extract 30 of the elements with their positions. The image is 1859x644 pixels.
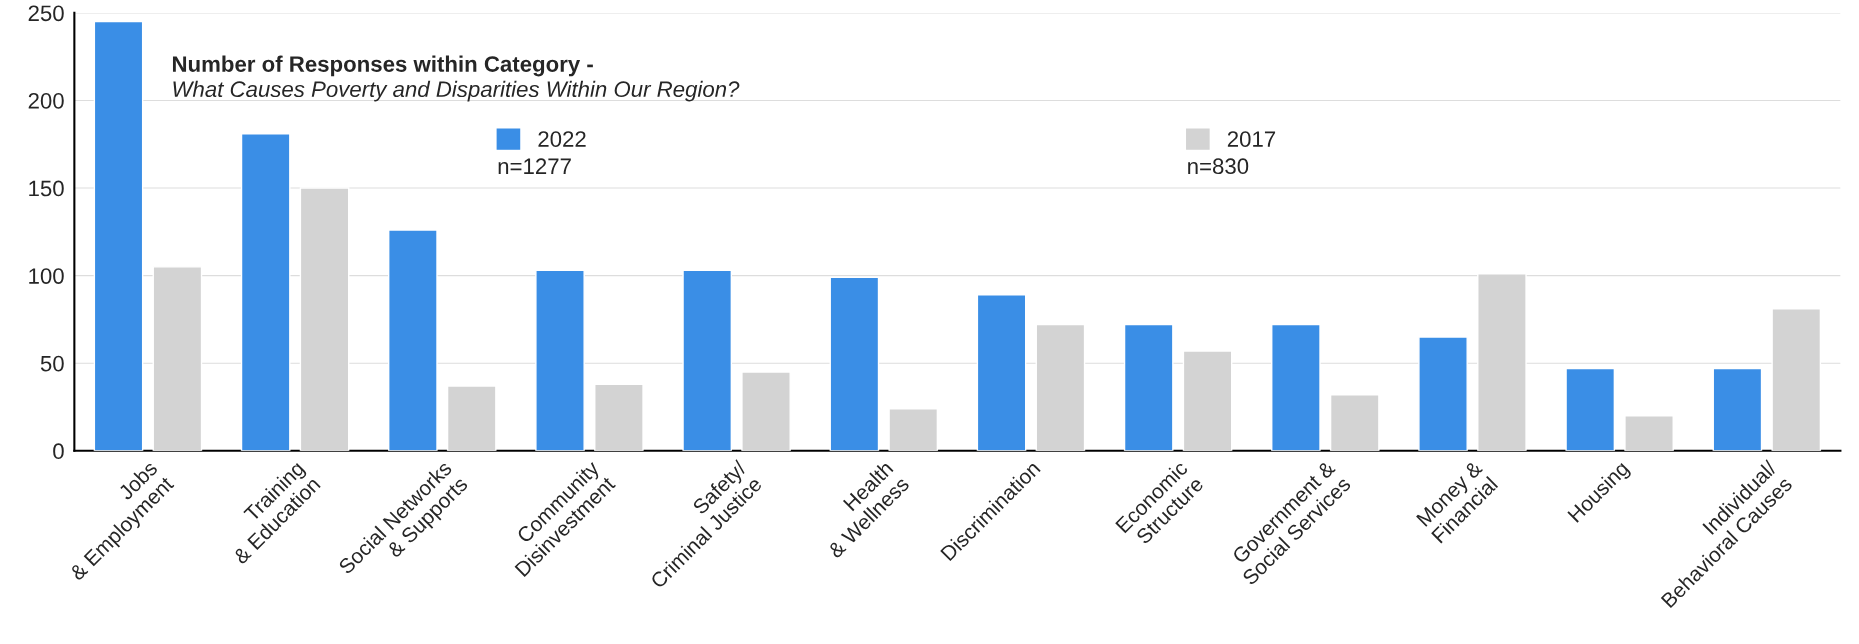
y-tick-label: 250 [28,5,64,22]
y-tick-label: 100 [29,268,64,284]
bar [888,408,939,451]
bar [1712,367,1763,451]
bar [594,383,644,451]
bar [240,133,291,451]
y-tick-label: 200 [28,93,64,109]
bar [1123,323,1174,451]
bar [535,269,585,451]
bar [388,229,438,451]
bar [1418,336,1468,451]
bar [829,276,880,451]
text: What Causes Poverty and Disparities Within Our Region? [173,80,740,102]
bar [741,371,791,451]
text: Number of Responses within Category - [172,55,593,77]
bar [976,294,1027,451]
legend-label: 2017 [1227,131,1276,147]
bar [1565,367,1616,451]
annotation: n=1277 [498,158,571,174]
bar [1271,323,1321,451]
bar [446,385,497,451]
annotation: n=830 [1188,158,1249,175]
bar [682,269,733,451]
bar [93,20,144,451]
legend-label: 2022 [538,131,586,147]
y-tick-label: 50 [40,355,64,372]
bar [1329,394,1380,451]
y-tick-label: 0 [53,443,64,460]
y-tick-label: 150 [29,180,64,197]
bar [1624,415,1674,451]
